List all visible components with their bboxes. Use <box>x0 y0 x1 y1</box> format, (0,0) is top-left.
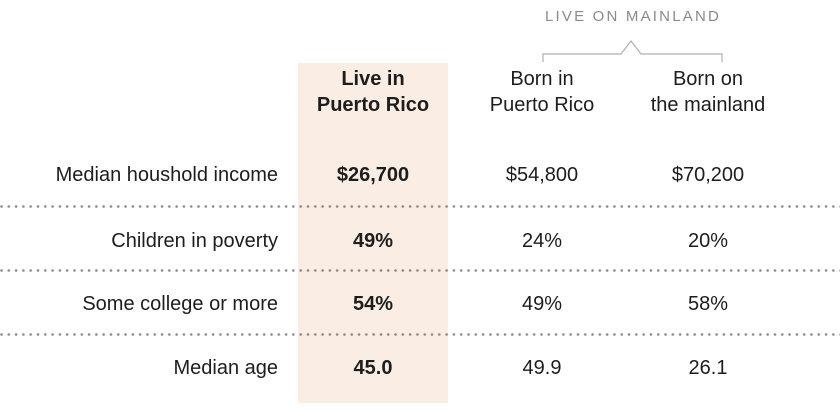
table-row-children-in-poverty: Children in poverty 49% 24% 20% <box>0 229 840 253</box>
column-header-line: Born in <box>510 68 574 90</box>
cell-live-in-pr: 49% <box>352 230 394 252</box>
cell-live-in-pr: 54% <box>352 293 394 315</box>
column-header-born-in-puerto-rico: Born in Puerto Rico <box>467 66 617 118</box>
table-row-median-age: Median age 45.0 49.9 26.1 <box>0 356 840 380</box>
group-header-live-on-mainland: LIVE ON MAINLAND <box>544 8 722 25</box>
cell-born-in-pr: 24% <box>521 230 563 252</box>
cell-live-in-pr: $26,700 <box>336 164 410 186</box>
row-divider <box>0 269 840 272</box>
table-row-some-college: Some college or more 54% 49% 58% <box>0 292 840 316</box>
column-header-line: Live in <box>341 68 405 90</box>
cell-born-on-mainland: 58% <box>687 293 729 315</box>
cell-born-on-mainland: 26.1 <box>688 357 728 379</box>
row-label: Some college or more <box>82 293 278 315</box>
highlight-column-background <box>298 63 448 403</box>
column-header-line: the mainland <box>650 94 766 116</box>
row-divider <box>0 333 840 336</box>
cell-born-in-pr: $54,800 <box>505 164 579 186</box>
cell-born-on-mainland: 20% <box>687 230 729 252</box>
cell-born-in-pr: 49.9 <box>522 357 562 379</box>
column-header-live-in-puerto-rico: Live in Puerto Rico <box>298 66 448 118</box>
cell-live-in-pr: 45.0 <box>353 357 393 379</box>
column-header-line: Born on <box>672 68 744 90</box>
cell-born-in-pr: 49% <box>521 293 563 315</box>
row-divider <box>0 205 840 208</box>
column-header-line: Puerto Rico <box>489 94 595 116</box>
table-row-median-income: Median houshold income $26,700 $54,800 $… <box>0 163 840 187</box>
row-label: Median age <box>173 357 278 379</box>
row-label: Children in poverty <box>111 230 278 252</box>
column-header-line: Puerto Rico <box>316 94 430 116</box>
cell-born-on-mainland: $70,200 <box>671 164 745 186</box>
row-label: Median houshold income <box>55 164 278 186</box>
column-header-born-on-the-mainland: Born on the mainland <box>633 66 783 118</box>
mainland-bracket-icon <box>542 40 723 62</box>
